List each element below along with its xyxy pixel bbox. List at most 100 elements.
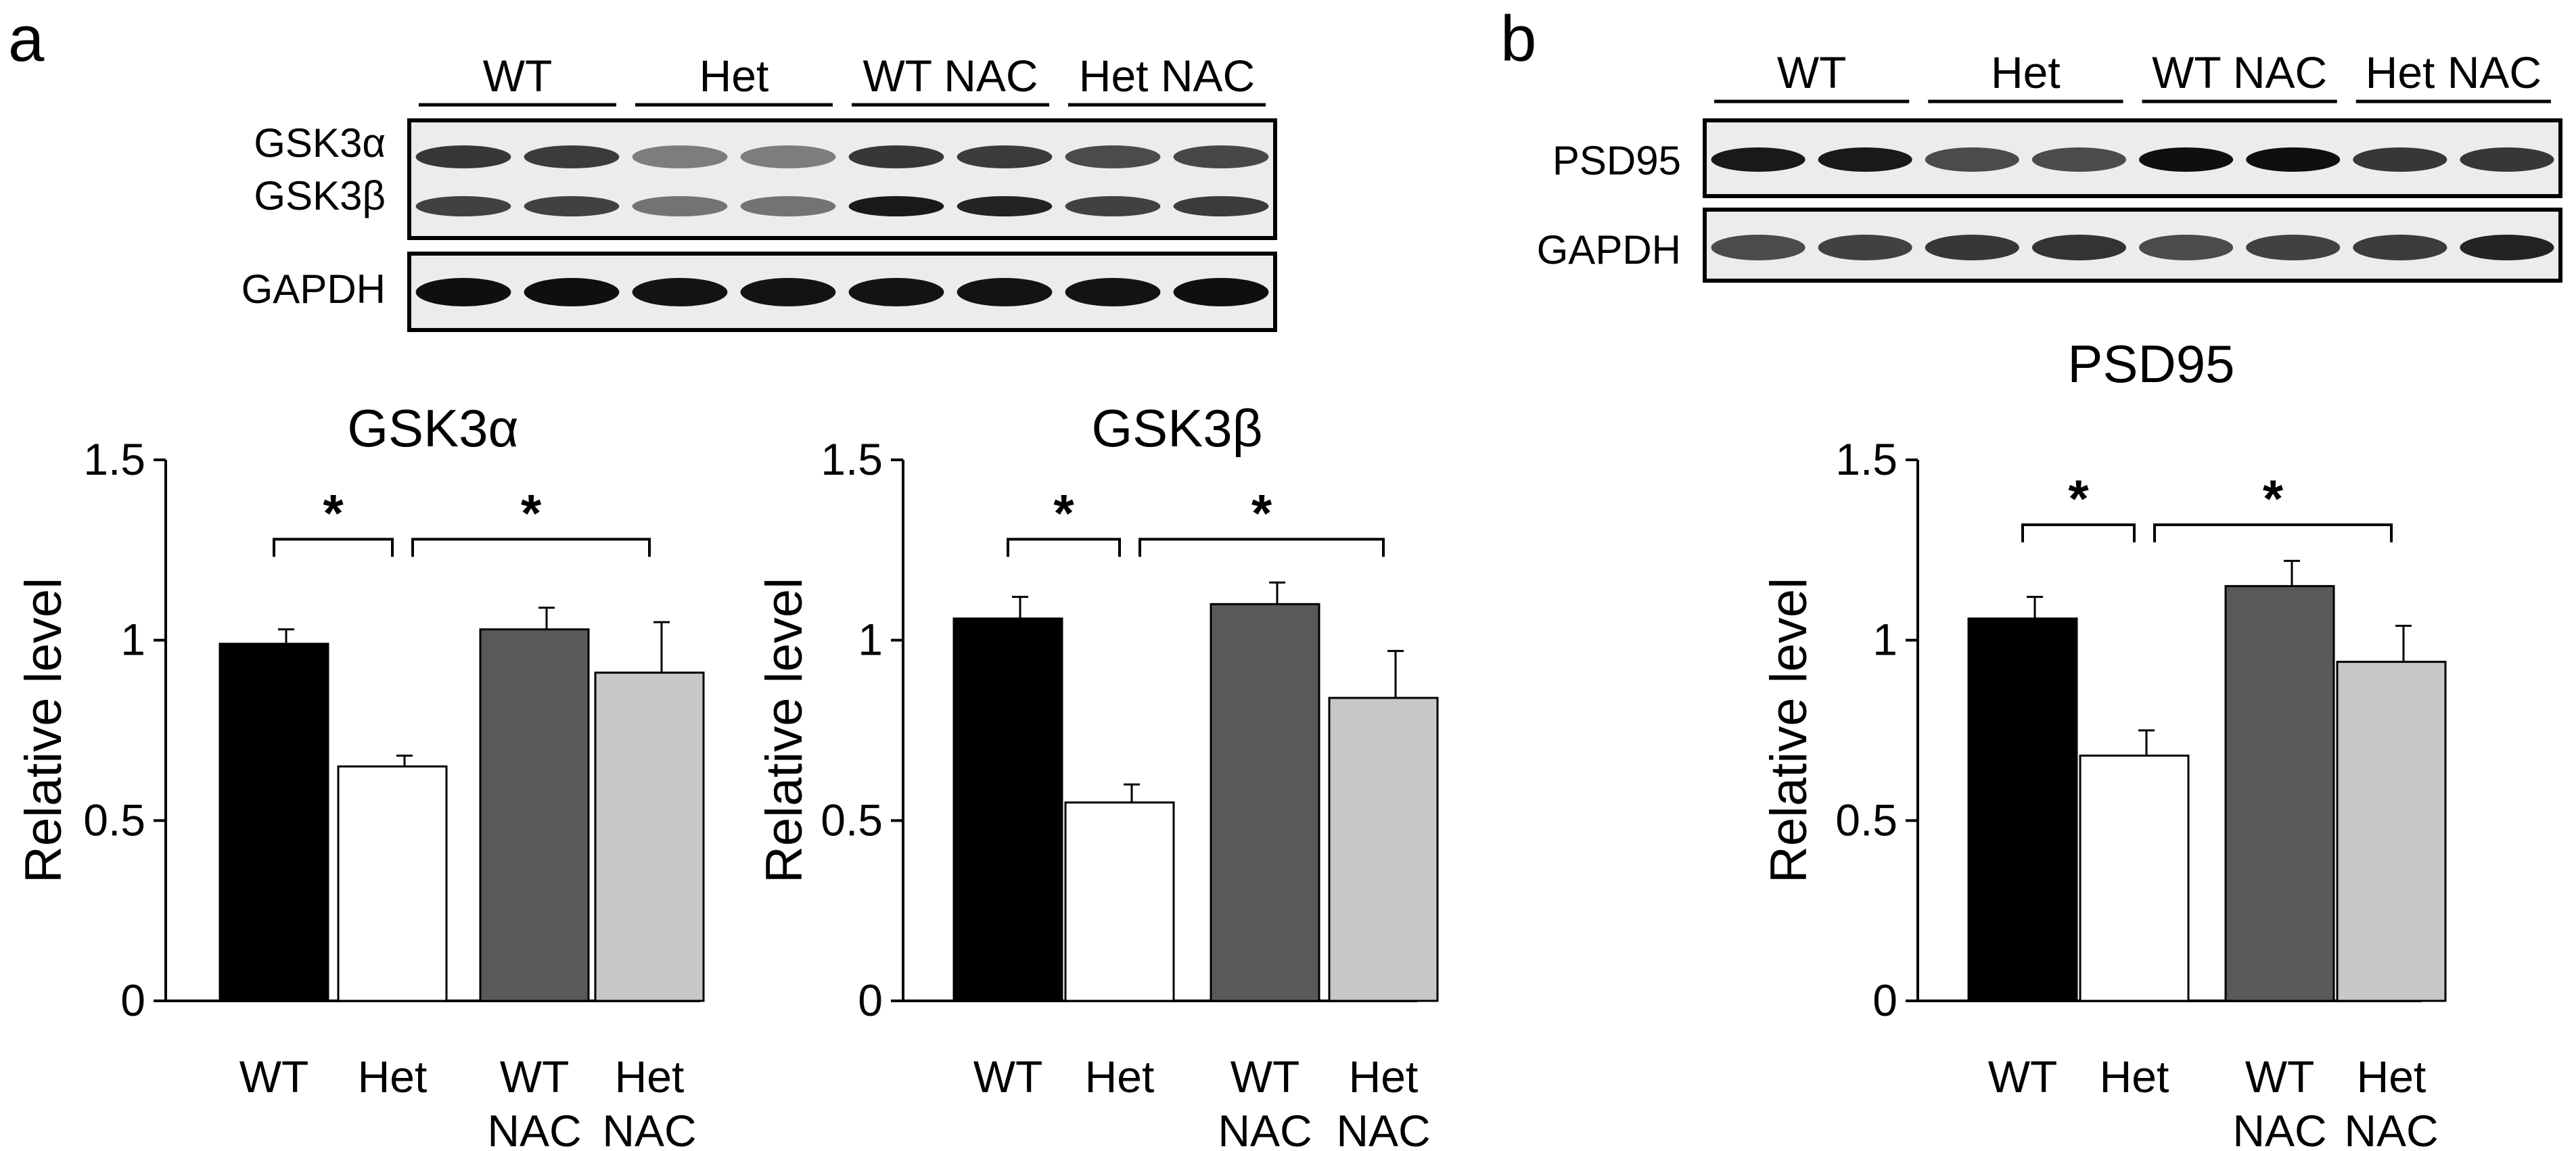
blot-band [740,278,836,306]
blot-row: GAPDH [1537,208,2562,283]
blot-band [415,196,511,216]
lane-group-label: WT [1777,47,1847,97]
y-tick-label: 1.5 [1835,434,1898,484]
bar [1328,697,1439,1002]
significance-bracket: * [411,483,651,557]
blot-band [1065,278,1161,306]
western-blot-b: WT Het WT NAC Het NAC PSD95 GAPDH [1537,47,2562,283]
blot-band [1065,145,1161,168]
y-tick-label: 1 [858,615,883,665]
category-label: WT [500,1052,570,1102]
category-label: WT [239,1052,309,1102]
band-label: PSD95 [1552,138,1681,183]
blot-band [524,196,620,216]
category-label: WT [2245,1052,2315,1102]
lane-group-label: Het [1991,47,2061,97]
blot-band [1711,235,1806,260]
blot-band [2031,235,2127,260]
category-label: WT [973,1052,1043,1102]
bar [218,642,329,1002]
blot-band [1173,196,1269,216]
blot-band [2353,235,2447,260]
y-tick-label: 0 [858,975,883,1025]
blot-band [1818,235,1912,260]
y-tick-label: 0.5 [83,795,145,845]
significance-bracket: * [1007,483,1121,557]
lane-group-label: WT NAC [2152,47,2327,97]
blot-band [632,196,728,216]
category-label: NAC [487,1106,581,1151]
bracket-line [2153,523,2393,542]
y-tick-label: 0 [120,975,145,1025]
bar [2079,754,2190,1002]
blot-band [957,278,1053,306]
bracket-line [1007,538,1121,557]
category-label: NAC [1218,1106,1312,1151]
category-label: Het [615,1052,685,1102]
blot-band [415,145,511,168]
category-label: Het [2357,1052,2426,1102]
chart-title: PSD95 [2067,334,2234,394]
bar [479,628,590,1002]
bracket-line [1138,538,1385,557]
y-axis-label: Relative level [15,578,72,883]
category-label: Het [1349,1052,1419,1102]
bracket-line [2021,523,2136,542]
lane-group-label: WT [483,51,553,101]
western-blot-a: WT Het WT NAC Het NAC GSK3α GSK3β GAPDH [242,51,1277,332]
blot-band [1173,278,1269,306]
blot-row: GAPDH [242,252,1277,332]
y-axis-label: Relative level [756,578,813,883]
y-tick-label: 0.5 [821,795,883,845]
y-tick-label: 1 [1872,615,1898,665]
bar [1064,801,1175,1002]
bracket-line [273,538,394,557]
bracket-line [411,538,651,557]
significance-star: * [521,483,542,542]
blot-band [957,145,1053,168]
category-label: NAC [2232,1106,2326,1151]
blot-band [1818,147,1912,172]
significance-bracket: * [1138,483,1385,557]
blot-band [2031,147,2127,172]
blot-band [848,145,944,168]
blot-band [2246,147,2341,172]
blot-band [848,196,944,216]
blot-band [2138,147,2234,172]
panel-letter-a: a [8,3,45,75]
band-label: GSK3β [254,173,386,218]
blot-band [632,145,728,168]
significance-star: * [1053,483,1074,542]
blot-band [1065,196,1161,216]
blot-band [524,278,620,306]
blot-band [848,278,944,306]
blot-band [2138,235,2234,260]
category-label: WT [1988,1052,2058,1102]
band-label: GAPDH [1537,227,1681,273]
significance-bracket: * [273,483,394,557]
blot-band [2460,147,2554,172]
category-label: WT [1230,1052,1300,1102]
category-label: Het [358,1052,428,1102]
significance-bracket: * [2153,469,2393,542]
blot-band [632,278,728,306]
blot-row: PSD95 [1552,118,2562,198]
blot-band [415,278,511,306]
bar [337,765,448,1002]
lane-group-label: Het NAC [2366,47,2542,97]
lane-group-label: Het [699,51,769,101]
blot-band [1711,147,1806,172]
chart-title: GSK3β [1092,398,1263,458]
category-label: Het [1085,1052,1155,1102]
significance-star: * [323,483,344,542]
blot-row: GSK3α GSK3β [254,118,1277,240]
significance-bracket: * [2021,469,2136,542]
significance-star: * [2068,469,2089,528]
y-tick-label: 0 [1872,975,1898,1025]
blot-band [2246,235,2341,260]
bar [594,672,705,1002]
